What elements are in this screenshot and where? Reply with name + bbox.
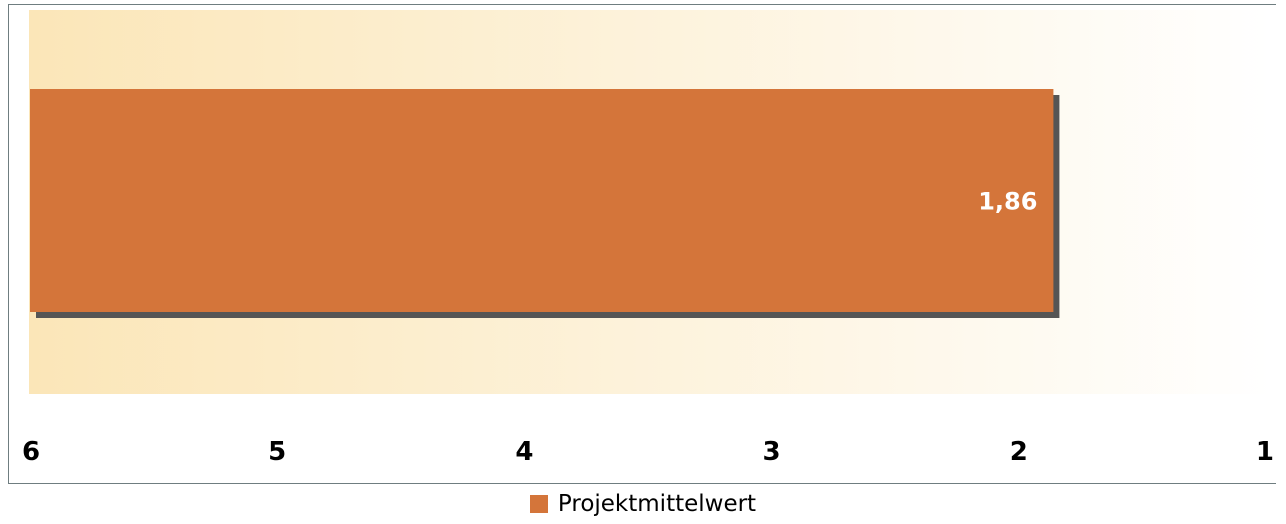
legend-swatch — [529, 495, 548, 513]
x-tick-label: 3 — [763, 437, 781, 467]
x-tick-label: 2 — [1010, 437, 1028, 467]
x-tick-label: 4 — [515, 437, 533, 467]
legend-label: Projektmittelwert — [557, 491, 757, 517]
bar-Projektmittelwert — [30, 89, 1054, 312]
x-tick-label: 5 — [268, 437, 286, 467]
x-tick-label: 1 — [1256, 437, 1274, 467]
data-label: 1,86 — [978, 188, 1037, 216]
legend: Projektmittelwert — [0, 484, 1286, 524]
chart-frame — [8, 4, 1276, 484]
bar-chart: 1,86 6 5 4 3 2 1 — [22, 10, 1274, 467]
x-tick-label: 6 — [22, 437, 40, 467]
